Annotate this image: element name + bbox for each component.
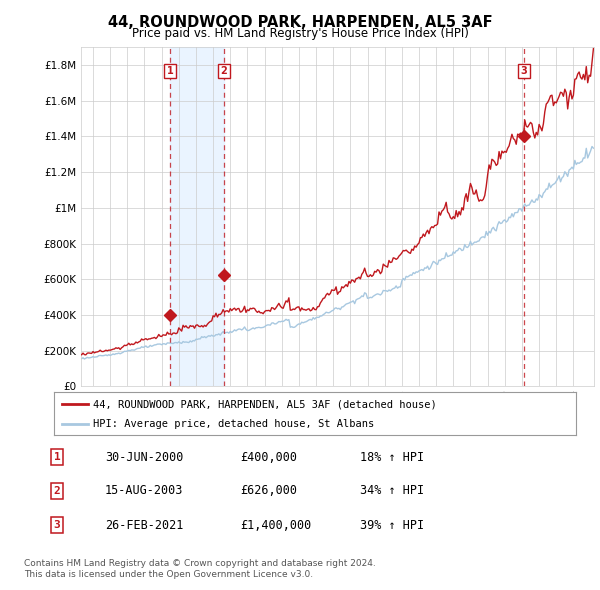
Text: 2: 2 <box>53 486 61 496</box>
Text: 2: 2 <box>220 66 227 76</box>
Text: 26-FEB-2021: 26-FEB-2021 <box>105 519 184 532</box>
Text: 44, ROUNDWOOD PARK, HARPENDEN, AL5 3AF (detached house): 44, ROUNDWOOD PARK, HARPENDEN, AL5 3AF (… <box>93 399 437 409</box>
Text: 30-JUN-2000: 30-JUN-2000 <box>105 451 184 464</box>
Text: This data is licensed under the Open Government Licence v3.0.: This data is licensed under the Open Gov… <box>24 571 313 579</box>
Text: Contains HM Land Registry data © Crown copyright and database right 2024.: Contains HM Land Registry data © Crown c… <box>24 559 376 568</box>
Text: HPI: Average price, detached house, St Albans: HPI: Average price, detached house, St A… <box>93 419 374 429</box>
Text: 3: 3 <box>521 66 527 76</box>
Text: £1,400,000: £1,400,000 <box>240 519 311 532</box>
Text: Price paid vs. HM Land Registry's House Price Index (HPI): Price paid vs. HM Land Registry's House … <box>131 27 469 40</box>
Text: 15-AUG-2003: 15-AUG-2003 <box>105 484 184 497</box>
Text: 44, ROUNDWOOD PARK, HARPENDEN, AL5 3AF: 44, ROUNDWOOD PARK, HARPENDEN, AL5 3AF <box>107 15 493 30</box>
Text: £626,000: £626,000 <box>240 484 297 497</box>
Text: 18% ↑ HPI: 18% ↑ HPI <box>360 451 424 464</box>
Text: 1: 1 <box>167 66 173 76</box>
Text: £400,000: £400,000 <box>240 451 297 464</box>
Bar <box>170 47 224 386</box>
Text: 34% ↑ HPI: 34% ↑ HPI <box>360 484 424 497</box>
Text: 1: 1 <box>53 453 61 462</box>
Text: 3: 3 <box>53 520 61 530</box>
Text: 39% ↑ HPI: 39% ↑ HPI <box>360 519 424 532</box>
